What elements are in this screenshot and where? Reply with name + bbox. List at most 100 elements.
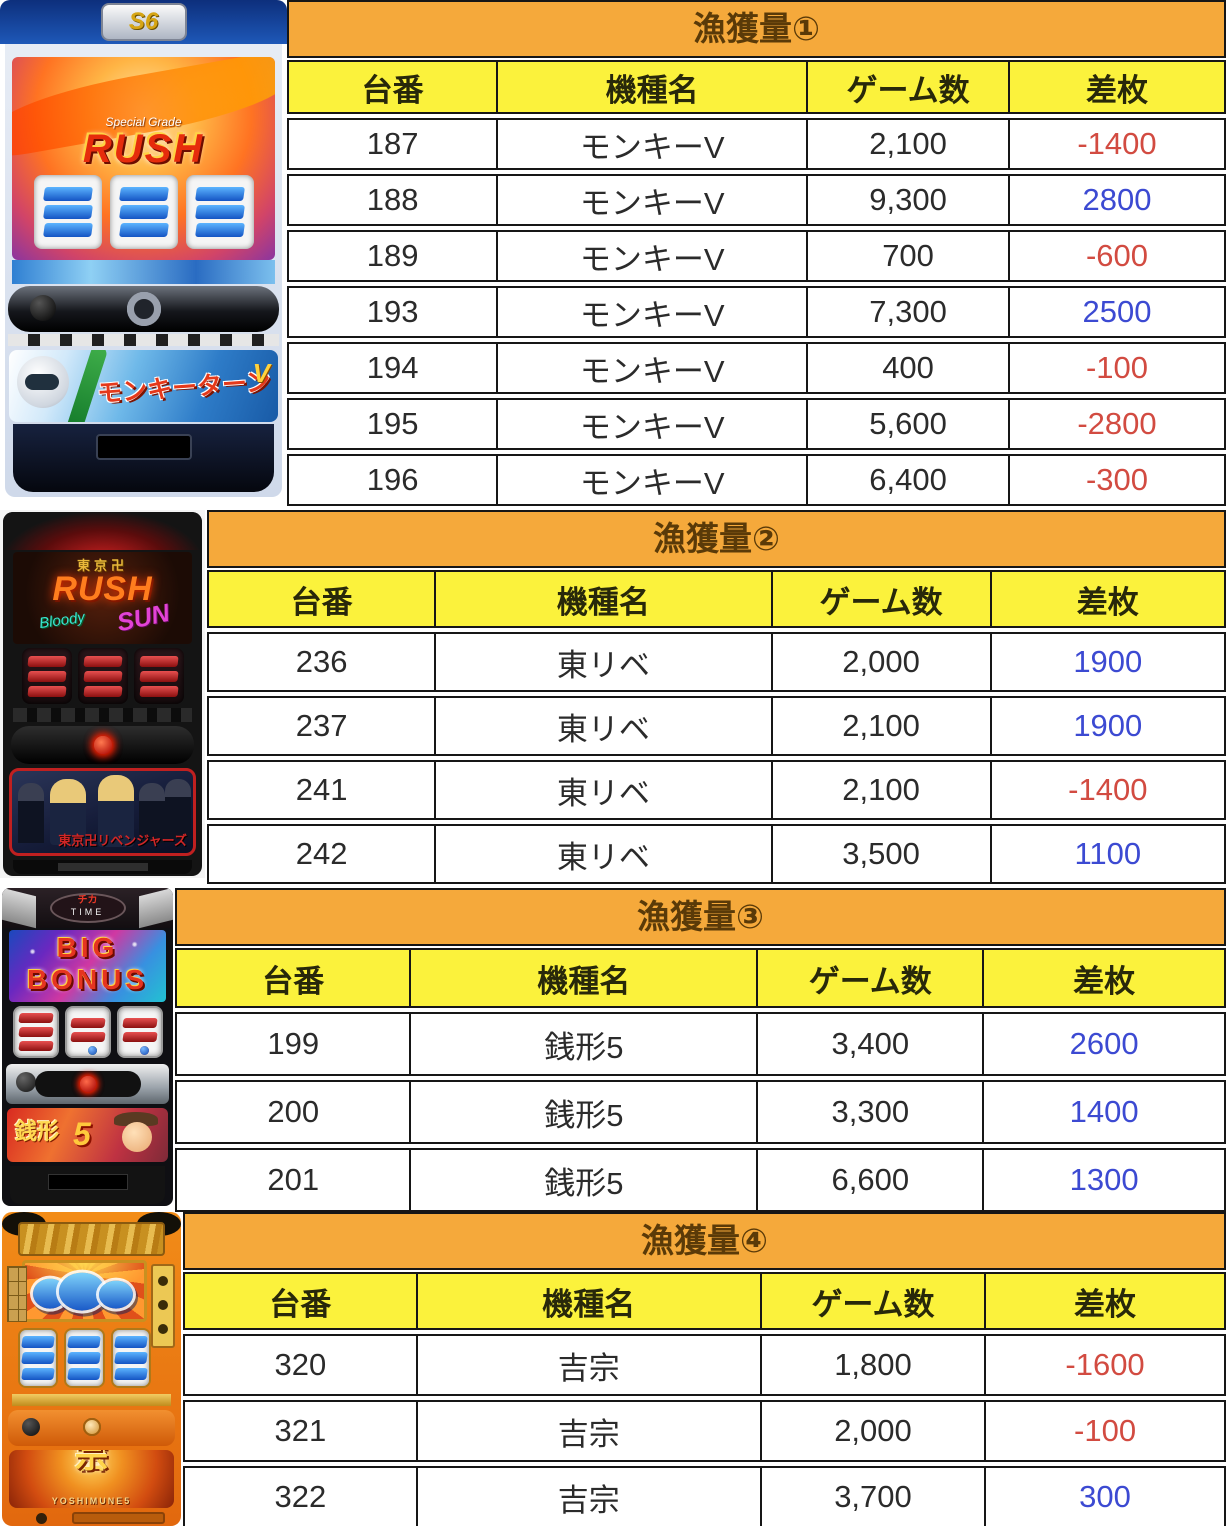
table-title: 漁獲量②: [207, 510, 1226, 568]
key-hole: [36, 1513, 47, 1524]
col-header-model: 機種名: [498, 60, 809, 114]
games-cell: 6,600: [758, 1148, 985, 1212]
reel-window: [17, 648, 188, 704]
games-cell: 2,100: [772, 760, 992, 820]
bottom-art-panel: モンキーターン V: [9, 350, 278, 422]
table-row: 242 東リベ 3,500 1100: [207, 824, 1226, 884]
diff-cell: -2800: [1010, 398, 1226, 450]
big-bonus-line1: BIG: [56, 932, 119, 963]
dai-cell: 187: [287, 118, 499, 170]
header-row: 台番 機種名 ゲーム数 差枚: [287, 60, 1226, 114]
model-cell: 東リベ: [436, 632, 773, 692]
silver-wing-left: [2, 888, 36, 929]
model-cell: 銭形5: [411, 1080, 759, 1144]
character-graphic: [165, 779, 191, 839]
water-band-graphic: [12, 260, 275, 284]
character-graphic: [98, 775, 134, 847]
dai-cell: 242: [207, 824, 437, 884]
col-header-games: ゲーム数: [772, 570, 992, 628]
table-row: 320 吉宗 1,800 -1600: [183, 1334, 1226, 1396]
model-cell: モンキーV: [498, 230, 809, 282]
character-face-graphic: [122, 1122, 152, 1152]
reel-left: [21, 648, 72, 704]
coin-tray: [72, 1512, 165, 1524]
table-row: 236 東リベ 2,000 1900: [207, 632, 1226, 692]
control-deck: [8, 286, 279, 332]
dai-cell: 196: [287, 454, 499, 506]
header-row: 台番 機種名 ゲーム数 差枚: [183, 1272, 1226, 1330]
col-header-dai: 台番: [183, 1272, 418, 1330]
machine-base: [13, 860, 192, 874]
diff-cell: -100: [986, 1400, 1226, 1462]
header-row: 台番 機種名 ゲーム数 差枚: [175, 948, 1226, 1008]
col-header-diff: 差枚: [986, 1272, 1226, 1330]
machine-base: [8, 1512, 175, 1524]
diff-cell: 1900: [991, 632, 1226, 692]
col-header-diff: 差枚: [984, 948, 1226, 1008]
sg-emblem: S6: [100, 3, 187, 41]
monkey-turn-logo: モンキーターン: [96, 367, 272, 409]
bloody-script-label: Bloody: [38, 608, 86, 633]
dai-cell: 321: [183, 1400, 418, 1462]
model-cell: 東リベ: [436, 696, 773, 756]
reel-window: [18, 1328, 151, 1388]
table-row: 187 モンキーV 2,100 -1400: [287, 118, 1226, 170]
dai-cell: 237: [207, 696, 437, 756]
dai-cell: 200: [175, 1080, 412, 1144]
rush-logo: RUSH: [52, 570, 153, 608]
table-title: 漁獲量④: [183, 1212, 1226, 1270]
sparkle-overlay: [9, 930, 166, 1002]
reel-left: [33, 175, 102, 249]
reel-right: [110, 1328, 151, 1388]
model-cell: 吉宗: [417, 1400, 762, 1462]
diff-cell: -100: [1010, 342, 1226, 394]
games-cell: 2,000: [772, 632, 992, 692]
machine-cabinet: チカ TIME BIG BONUS 銭形: [2, 888, 173, 1206]
model-cell: モンキーV: [498, 342, 809, 394]
reel-left: [12, 1006, 59, 1058]
table-row: 200 銭形5 3,300 1400: [175, 1080, 1226, 1144]
control-knob: [30, 295, 56, 321]
model-cell: モンキーV: [498, 454, 809, 506]
diff-cell: 1400: [984, 1080, 1226, 1144]
slot-machine-photo-zenigata-5: チカ TIME BIG BONUS 銭形: [0, 888, 175, 1208]
games-cell: 3,500: [772, 824, 992, 884]
model-cell: モンキーV: [498, 398, 809, 450]
gold-top-banner: [18, 1222, 165, 1256]
games-cell: 2,100: [808, 118, 1010, 170]
reel-center: [64, 1328, 105, 1388]
gold-strip: [12, 1394, 171, 1406]
diff-cell: 1100: [991, 824, 1226, 884]
character-hat-graphic: [114, 1112, 158, 1126]
games-cell: 2,000: [761, 1400, 987, 1462]
tokyo-manji-label: 東京卍: [76, 558, 128, 573]
diff-cell: -600: [1010, 230, 1226, 282]
button-bar: [34, 1071, 141, 1097]
red-arc-lamp: [3, 512, 202, 550]
catch-table-4: 漁獲量④ 台番 機種名 ゲーム数 差枚 320 吉宗 1,800 -1600 321 吉…: [183, 1212, 1226, 1526]
rush-logo: RUSH: [82, 127, 205, 171]
catch-table-2: 漁獲量② 台番 機種名 ゲーム数 差枚 236 東リベ 2,000 1900 237 東…: [207, 510, 1226, 888]
monkey-turn-v-mark: V: [252, 358, 270, 388]
col-header-games: ゲーム数: [808, 60, 1010, 114]
payline-strip: [8, 334, 279, 346]
bottom-art-panel: 吉 宗 YOSHIMUNE5: [9, 1450, 174, 1508]
big-bonus-line2: BONUS: [26, 964, 149, 995]
reel-window: [12, 175, 275, 249]
model-cell: モンキーV: [498, 286, 809, 338]
machine-screen: 東京卍 RUSH Bloody SUN: [13, 552, 192, 644]
table-row: 201 銭形5 6,600 1300: [175, 1148, 1226, 1212]
dai-cell: 189: [287, 230, 499, 282]
reel-right: [133, 648, 184, 704]
machine-base: [10, 1166, 165, 1204]
machine-screen: Special Grade RUSH: [12, 57, 275, 260]
dai-cell: 195: [287, 398, 499, 450]
table-row: 196 モンキーV 6,400 -300: [287, 454, 1226, 506]
chika-label: チカ: [77, 895, 98, 906]
table-row: 199 銭形5 3,400 2600: [175, 1012, 1226, 1076]
col-header-dai: 台番: [175, 948, 412, 1008]
control-knob: [16, 1072, 36, 1092]
model-cell: 東リベ: [436, 824, 773, 884]
col-header-dai: 台番: [287, 60, 499, 114]
diff-cell: 2800: [1010, 174, 1226, 226]
